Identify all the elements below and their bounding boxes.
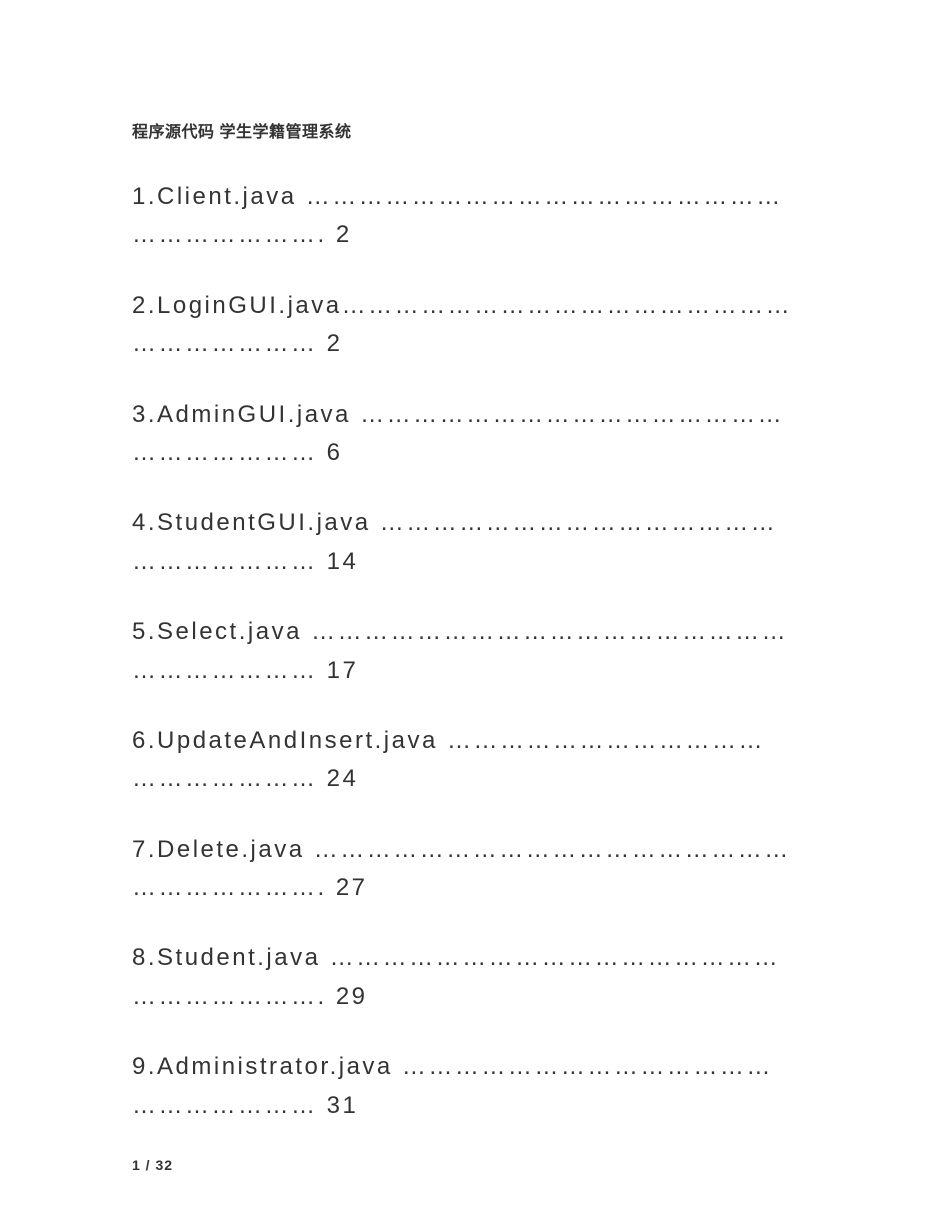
toc-entry: 3.AdminGUI.java ………………………………………… ……………………	[132, 396, 818, 473]
table-of-contents: 1.Client.java ……………………………………………… ……………………	[132, 178, 818, 1125]
toc-entry: 1.Client.java ……………………………………………… ……………………	[132, 178, 818, 255]
document-header: 程序源代码 学生学籍管理系统	[132, 118, 818, 142]
toc-entry: 4.StudentGUI.java ……………………………………… …………………	[132, 504, 818, 581]
toc-entry: 5.Select.java ……………………………………………… ……………………	[132, 613, 818, 690]
page-number: 1 / 32	[132, 1157, 818, 1173]
toc-entry: 8.Student.java …………………………………………… ……………………	[132, 939, 818, 1016]
toc-entry: 7.Delete.java ……………………………………………… ……………………	[132, 831, 818, 908]
toc-entry: 9.Administrator.java …………………………………… ……………	[132, 1048, 818, 1125]
toc-entry: 2.LoginGUI.java…………………………………………… ……………………	[132, 287, 818, 364]
toc-entry: 6.UpdateAndInsert.java ……………………………… ……………	[132, 722, 818, 799]
